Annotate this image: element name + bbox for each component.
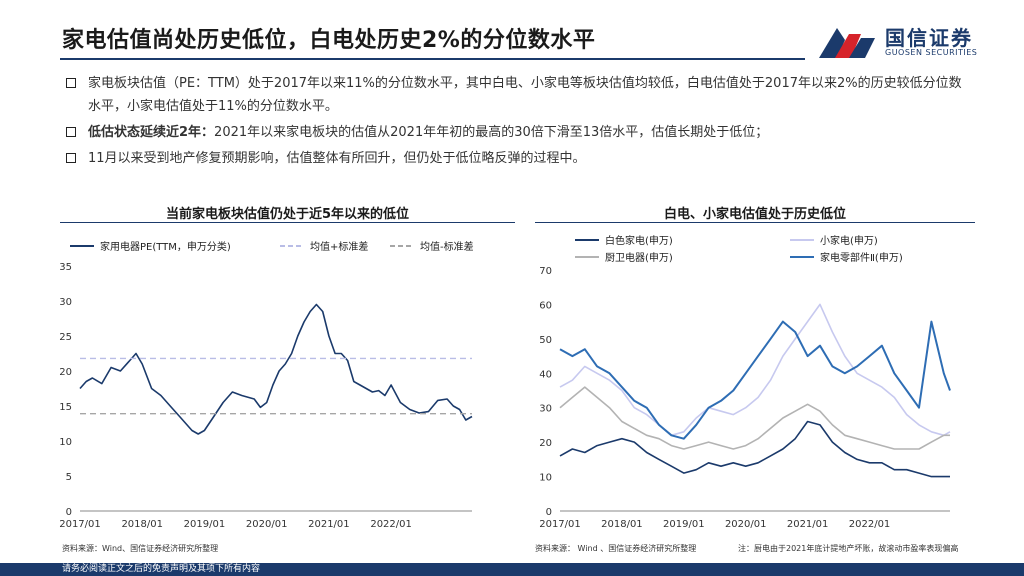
checkbox-icon	[66, 127, 76, 137]
chart1-y-tick-label: 15	[59, 402, 72, 413]
chart1-legend-label-1: 家用电器PE(TTM，申万分类)	[100, 240, 231, 253]
chart2-x-tick-label: 2017/01	[539, 519, 581, 530]
chart2-legend-label-1: 白色家电(申万)	[605, 234, 673, 247]
source-right: 资料来源： Wind 、国信证券经济研究所整理	[535, 544, 697, 553]
chart1-x-tick-label: 2020/01	[246, 519, 288, 530]
chart2-x-tick-label: 2018/01	[601, 519, 643, 530]
chart1-y-tick-label: 30	[59, 297, 72, 308]
chart1-x-tick-label: 2018/01	[121, 519, 163, 530]
bullet-text: 2021年以来家电板块的估值从2021年年初的最高的30倍下滑至13倍水平，估值…	[214, 125, 769, 140]
chart1-series-1-line	[79, 303, 473, 435]
chart1-x-tick-label: 2019/01	[184, 519, 226, 530]
bullet-item: 家电板块估值（PE：TTM）处于2017年以来11%的分位数水平，其中白电、小家…	[64, 72, 964, 118]
chart2-x-tick-label: 2022/01	[849, 519, 891, 530]
chart1-x-tick-label: 2022/01	[370, 519, 412, 530]
bullet-item: 低估状态延续近2年：2021年以来家电板块的估值从2021年年初的最高的30倍下…	[64, 121, 964, 144]
bullet-text: 家电板块估值（PE：TTM）处于2017年以来11%的分位数水平，其中白电、小家…	[88, 76, 962, 114]
logo: 国信证券 GUOSEN SECURITIES	[815, 20, 1015, 64]
chart2-y-tick-label: 10	[539, 473, 552, 484]
logo-text-en: GUOSEN SECURITIES	[885, 48, 978, 57]
chart2-y-tick-label: 30	[539, 404, 552, 415]
logo-text-cn: 国信证券	[885, 26, 973, 50]
chart1-y-tick-label: 25	[59, 332, 72, 343]
chart2-series-4-line	[559, 320, 951, 440]
chart2-y-tick-label: 60	[539, 300, 552, 311]
bullet-list: 家电板块估值（PE：TTM）处于2017年以来11%的分位数水平，其中白电、小家…	[64, 72, 964, 173]
bullet-lead: 低估状态延续近2年：	[88, 125, 215, 140]
chart2-series-2-line	[559, 303, 951, 437]
chart1-y-tick-label: 20	[59, 367, 72, 378]
chart2-x-tick-label: 2019/01	[663, 519, 705, 530]
chart2-plot: 0 10 20 30 40 50 60 70 2017/01 2018/01 2019/01 2020…	[539, 234, 951, 530]
checkbox-icon	[66, 153, 76, 163]
chart2-legend-label-4: 家电零部件Ⅱ(申万)	[820, 251, 903, 264]
chart1-plot: 0 5 10 15 20 25 30 35 2017/01 2018/01 2019/01 2020/…	[59, 240, 474, 530]
logo-mark-icon	[819, 28, 875, 58]
chart2-x-tick-label: 2021/01	[787, 519, 829, 530]
chart1-x-tick-label: 2021/01	[308, 519, 350, 530]
page-title: 家电估值尚处历史低位，白电处历史2%的分位数水平	[62, 28, 596, 53]
chart2-legend-label-2: 小家电(申万)	[820, 234, 878, 247]
note-right: 注：厨电由于2021年底计提地产坏账，故滚动市盈率表现偏高	[738, 544, 959, 553]
source-left: 资料来源：Wind、国信证券经济研究所整理	[62, 544, 219, 553]
chart1-legend-label-2: 均值+标准差	[310, 240, 368, 253]
chart2-title-rule	[535, 222, 975, 223]
bullet-item: 11月以来受到地产修复预期影响，估值整体有所回升，但仍处于低位略反弹的过程中。	[64, 147, 964, 170]
title-underline	[60, 58, 805, 60]
chart1-title-rule	[60, 222, 515, 223]
checkbox-icon	[66, 78, 76, 88]
chart1-legend-label-3: 均值-标准差	[420, 240, 474, 253]
chart2-series-3-line	[559, 386, 950, 450]
chart1-y-tick-label: 35	[59, 262, 72, 273]
chart1-y-tick-label: 5	[66, 472, 72, 483]
chart2-title: 白电、小家电估值处于历史低位	[663, 207, 846, 222]
chart2-y-tick-label: 40	[539, 369, 552, 380]
bullet-text: 11月以来受到地产修复预期影响，估值整体有所回升，但仍处于低位略反弹的过程中。	[88, 151, 586, 166]
chart2-y-tick-label: 50	[539, 335, 552, 346]
chart1-x-tick-label: 2017/01	[59, 519, 101, 530]
chart2-y-tick-label: 20	[539, 438, 552, 449]
chart2-y-tick-label: 70	[539, 266, 552, 277]
chart2-series-1-line	[559, 420, 950, 478]
chart2-x-tick-label: 2020/01	[725, 519, 767, 530]
chart1-y-tick-label: 10	[59, 437, 72, 448]
chart1-y-tick-label: 0	[66, 507, 72, 518]
chart2-y-tick-label: 0	[546, 507, 552, 518]
chart1-title: 当前家电板块估值仍处于近5年以来的低位	[165, 207, 410, 222]
chart2-legend-label-3: 厨卫电器(申万)	[605, 251, 673, 264]
footer-disclaimer: 请务必阅读正文之后的免责声明及其项下所有内容	[62, 564, 261, 574]
footer-bar: 请务必阅读正文之后的免责声明及其项下所有内容	[0, 563, 1024, 576]
